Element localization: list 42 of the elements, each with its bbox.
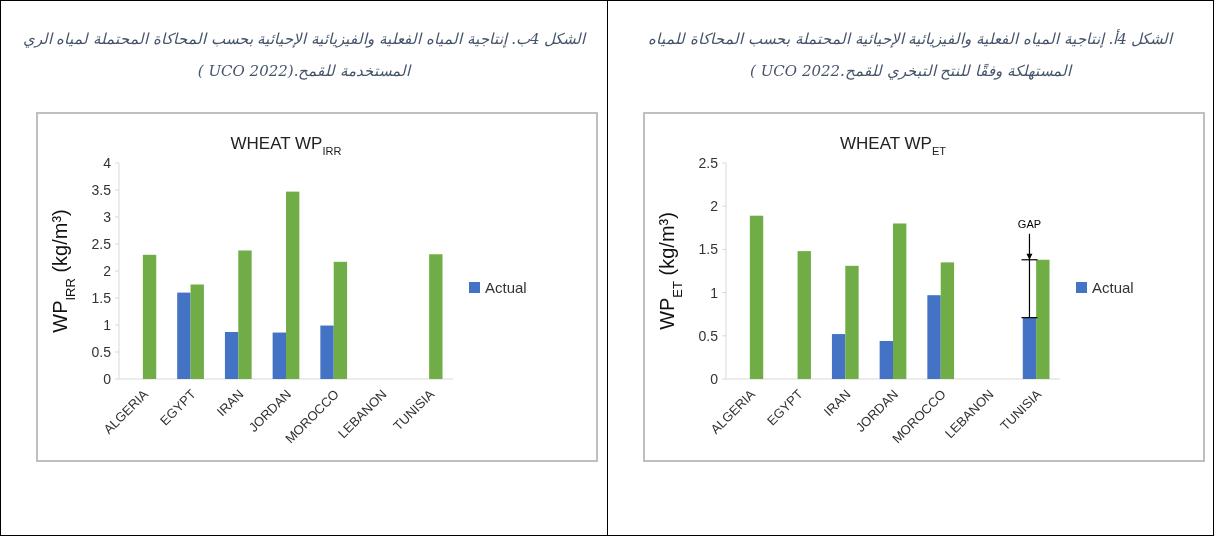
legend-label: Actual (485, 279, 527, 296)
y-tick-label: 3.5 (91, 182, 112, 198)
bar (142, 254, 157, 379)
y-tick-label: 2 (103, 263, 112, 279)
bar (272, 332, 286, 379)
y-tick-label: 1.5 (91, 290, 112, 306)
y-tick-label: 0 (103, 371, 112, 387)
bar (797, 251, 811, 379)
chart-title: WHEAT WP$_{ET}$ (839, 134, 947, 157)
y-tick-label: 1 (103, 317, 112, 333)
text: الشكل 4ب. إنتاجية المياه الفعلية والفيزيائية الإحيائية بحسب المحاكاة المحتملة لمياه الري المستخدمة للقمح.(UCO 2022 ) (21, 29, 587, 82)
bar (845, 265, 859, 379)
bar (320, 325, 334, 379)
bar (1036, 259, 1050, 379)
bar (190, 284, 204, 379)
annotation: GAP (1017, 217, 1042, 230)
y-tick-label: 2.5 (698, 155, 719, 171)
y-tick-label: 2 (710, 198, 719, 215)
text: الشكل 4أ. إنتاجية المياه الفعلية والفيزيائية الإحيائية المحتملة بحسب المحاكاة للمياه المستهلكة وفقًا للنتح التبخري للقمح.2022 UCO ) (647, 28, 1175, 82)
y-tick-label: 0.5 (91, 344, 112, 360)
bar (286, 191, 300, 379)
legend-label: Actual (1092, 279, 1134, 296)
y-tick-label: 0.5 (698, 327, 719, 344)
y-tick-label: 1.5 (698, 241, 719, 258)
bar (429, 254, 443, 379)
bar (927, 295, 941, 379)
y-tick-label: 1 (710, 284, 719, 301)
y-tick-label: 4 (103, 155, 112, 171)
bar (879, 340, 893, 379)
bar (940, 262, 955, 379)
bar (177, 292, 191, 379)
bar (224, 332, 239, 379)
bar (831, 334, 846, 379)
y-tick-label: 0 (710, 371, 719, 387)
chart-title: WHEAT WP$_{IRR}$ (230, 134, 342, 157)
y-tick-label: 3 (103, 209, 112, 225)
bar (1022, 317, 1037, 379)
bar (749, 215, 764, 379)
bar (893, 223, 907, 379)
y-tick-label: 2.5 (91, 236, 112, 252)
bar (238, 250, 252, 379)
bar (333, 261, 348, 379)
